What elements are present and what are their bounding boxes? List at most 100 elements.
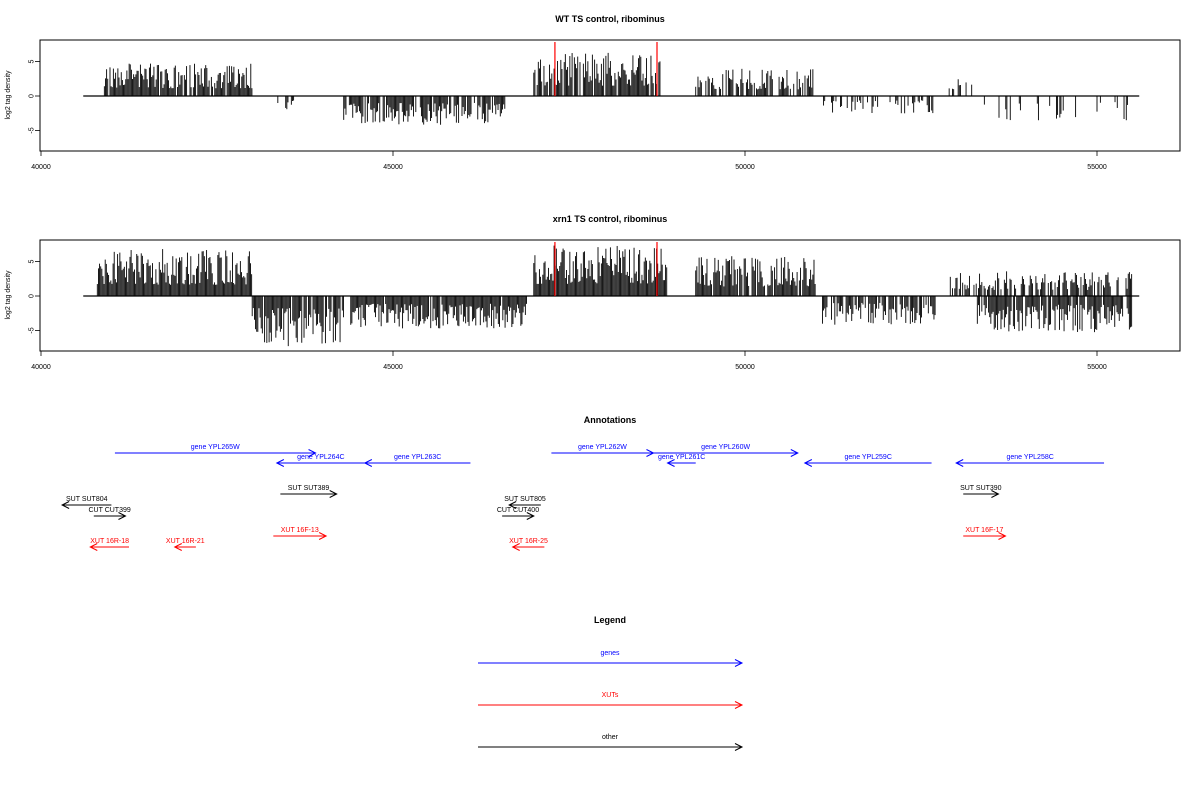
chart-title: xrn1 TS control, ribominus xyxy=(553,214,668,224)
arrowhead-icon xyxy=(734,701,744,709)
feature-label: XUT 16R-18 xyxy=(90,538,129,545)
x-tick-label: 40000 xyxy=(31,364,51,371)
x-tick-label: 45000 xyxy=(383,364,403,371)
feature-label: XUT 16F-13 xyxy=(281,527,319,534)
feature-label: gene YPL260W xyxy=(701,444,750,451)
annotation-feature: SUT SUT804 xyxy=(61,496,112,509)
axes-group xyxy=(35,42,1140,156)
y-axis-label: log2 tag density xyxy=(5,270,12,320)
legend-title: Legend xyxy=(594,615,626,625)
x-tick-label: 45000 xyxy=(383,164,403,171)
chart-title: WT TS control, ribominus xyxy=(555,14,665,24)
feature-label: SUT SUT804 xyxy=(66,496,108,503)
feature-label: CUT CUT400 xyxy=(497,507,539,514)
arrowhead-icon xyxy=(511,543,520,551)
arrowhead-icon xyxy=(89,543,98,551)
tick-labels-group: -5 0 5 40000 45000 50000 55000 xyxy=(29,59,1107,171)
feature-label: gene YPL264C xyxy=(297,454,344,461)
y-tick-label: 0 xyxy=(29,294,36,298)
annotation-feature: XUT 16R-25 xyxy=(509,538,548,551)
legend-item: genes xyxy=(478,650,744,667)
legend-item: XUTs xyxy=(478,692,744,709)
feature-label: gene YPL265W xyxy=(191,444,240,451)
legend-label: other xyxy=(602,734,619,741)
features-group: gene YPL265W gene YPL264C gene YPL263C gene… xyxy=(61,444,1105,551)
annotation-feature: XUT 16R-21 xyxy=(166,538,205,551)
axes-group xyxy=(35,242,1140,356)
annotation-feature: CUT CUT400 xyxy=(497,507,539,520)
annotation-feature: XUT 16F-17 xyxy=(963,527,1007,540)
feature-label: CUT CUT399 xyxy=(88,507,130,514)
annotation-feature: gene YPL261C xyxy=(658,454,705,467)
annotation-feature: XUT 16R-18 xyxy=(89,538,129,551)
arrowhead-icon xyxy=(329,490,338,498)
arrowhead-icon xyxy=(173,543,182,551)
annotation-feature: CUT CUT399 xyxy=(88,507,131,520)
arrowhead-icon xyxy=(275,459,285,467)
arrowhead-icon xyxy=(666,459,675,467)
feature-label: SUT SUT390 xyxy=(960,485,1002,492)
feature-label: XUT 16F-17 xyxy=(965,527,1003,534)
annotation-feature: gene YPL265W xyxy=(114,444,317,457)
feature-label: gene YPL261C xyxy=(658,454,705,461)
annotation-feature: SUT SUT390 xyxy=(960,485,1002,498)
x-tick-label: 55000 xyxy=(1087,164,1107,171)
legend-panel: Legend genes XUTs other xyxy=(478,615,744,751)
plot-frame xyxy=(39,39,1181,152)
arrowhead-icon xyxy=(118,512,127,520)
arrowhead-icon xyxy=(998,532,1007,540)
arrowhead-icon xyxy=(734,659,744,667)
annotation-feature: gene YPL260W xyxy=(653,444,799,457)
annotations-title: Annotations xyxy=(584,415,637,425)
feature-label: gene YPL258C xyxy=(1006,454,1053,461)
chart-wt-panel: WT TS control, ribominus log2 tag densit… xyxy=(5,14,1181,171)
tick-labels-group: -5 0 5 40000 45000 50000 55000 xyxy=(29,259,1107,371)
x-tick-label: 40000 xyxy=(31,164,51,171)
bars-group xyxy=(103,52,1128,125)
y-tick-label: -5 xyxy=(29,327,36,333)
y-axis-label: log2 tag density xyxy=(5,70,12,120)
annotation-feature: gene YPL259C xyxy=(803,454,932,467)
arrowhead-icon xyxy=(318,532,328,540)
legend-label: genes xyxy=(600,650,620,657)
legend-items-group: genes XUTs other xyxy=(478,650,744,751)
annotation-feature: SUT SUT389 xyxy=(280,485,338,498)
x-tick-label: 50000 xyxy=(735,364,755,371)
chart-xrn1-panel: xrn1 TS control, ribominus log2 tag dens… xyxy=(5,214,1181,371)
plot-frame xyxy=(39,239,1181,352)
feature-label: XUT 16R-25 xyxy=(509,538,548,545)
arrowhead-icon xyxy=(955,459,964,467)
arrowhead-icon xyxy=(803,459,813,467)
feature-label: SUT SUT389 xyxy=(288,485,330,492)
annotation-feature: gene YPL264C xyxy=(275,454,365,467)
feature-label: gene YPL259C xyxy=(845,454,892,461)
x-tick-label: 50000 xyxy=(735,164,755,171)
y-tick-label: -5 xyxy=(29,127,36,133)
arrowhead-icon xyxy=(526,512,535,520)
feature-label: SUT SUT805 xyxy=(504,496,546,503)
arrowhead-icon xyxy=(734,743,744,751)
annotation-feature: gene YPL262W xyxy=(551,444,655,457)
annotation-feature: gene YPL263C xyxy=(363,454,471,467)
annotation-feature: SUT SUT805 xyxy=(504,496,546,509)
arrowhead-icon xyxy=(363,459,373,467)
arrowhead-icon xyxy=(790,449,799,457)
legend-label: XUTs xyxy=(602,692,619,699)
arrowhead-icon xyxy=(308,449,317,457)
bars-group xyxy=(96,245,1133,347)
annotation-feature: XUT 16F-13 xyxy=(273,527,328,540)
feature-label: gene YPL262W xyxy=(578,444,627,451)
y-tick-label: 5 xyxy=(29,59,36,63)
arrowhead-icon xyxy=(61,501,70,509)
x-tick-label: 55000 xyxy=(1087,364,1107,371)
feature-label: gene YPL263C xyxy=(394,454,441,461)
feature-label: XUT 16R-21 xyxy=(166,538,205,545)
annotation-feature: gene YPL258C xyxy=(955,454,1105,467)
arrowhead-icon xyxy=(508,501,517,509)
y-tick-label: 0 xyxy=(29,94,36,98)
legend-item: other xyxy=(478,734,744,751)
arrowhead-icon xyxy=(991,490,1000,498)
y-tick-label: 5 xyxy=(29,259,36,263)
